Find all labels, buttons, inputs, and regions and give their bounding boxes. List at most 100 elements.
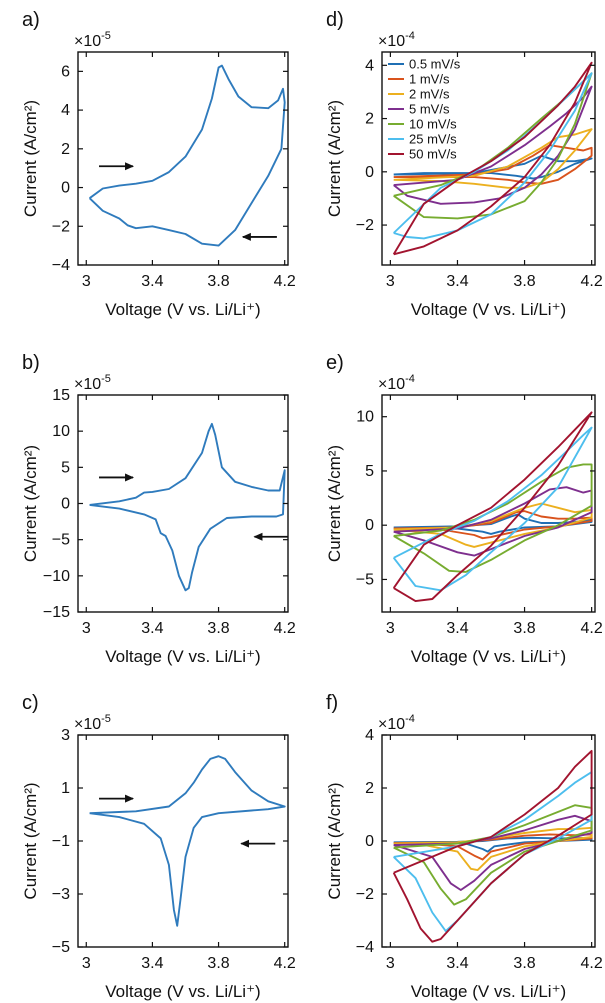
series-line-5-mV-s — [393, 85, 593, 205]
y-axis-label: Current (A/cm²) — [21, 100, 40, 217]
series-line-25-mV-s — [392, 426, 593, 592]
y-exponent: ×10-5 — [74, 30, 111, 50]
axes-frame — [77, 394, 289, 613]
plot-area — [89, 422, 286, 592]
x-tick-label: 3.4 — [446, 955, 468, 972]
series-line-1-mV-s — [393, 144, 593, 185]
y-tick-label: −5 — [356, 571, 374, 588]
series-line — [89, 755, 286, 927]
x-tick-label: 3 — [386, 620, 395, 637]
y-tick-label: 0 — [365, 517, 374, 534]
y-tick-label: 4 — [365, 57, 374, 74]
y-exponent-power: -4 — [405, 30, 415, 42]
y-axis-label: Current (A/cm²) — [325, 445, 344, 562]
y-tick-label: 4 — [61, 102, 70, 119]
y-tick-label: 6 — [61, 63, 70, 80]
y-exponent: ×10-4 — [378, 373, 415, 393]
y-exponent: ×10-4 — [378, 713, 415, 733]
x-tick-label: 3 — [82, 620, 91, 637]
legend-entry: 10 mV/s — [409, 117, 457, 132]
series-line-50-mV-s — [392, 61, 593, 256]
panel-c: 3 3.4 3.8 4.2 −5 −3 −1 1 3 c) ×10-5 Voltage (V vs. … — [21, 692, 296, 1001]
y-tick-label: −10 — [43, 568, 70, 585]
y-tick-label: 4 — [365, 727, 374, 744]
y-tick-label: 3 — [61, 727, 70, 744]
series-line-50-mV-s — [392, 411, 593, 603]
panel-d: 3 3.4 3.8 4.2 −2 0 2 4 d) ×10-4 Voltage (V vs. Li/… — [325, 9, 603, 319]
x-tick-label: 3.8 — [513, 620, 535, 637]
panel-a: 3 3.4 3.8 4.2 −4 −2 0 2 4 6 a) ×10-5 Voltage (V vs. … — [21, 9, 296, 319]
x-tick-label: 3.8 — [207, 955, 229, 972]
plot-area — [392, 61, 593, 256]
series-line — [88, 64, 286, 247]
panel-b: 3 3.4 3.8 4.2 −15 −10 −5 0 5 10 15 b) ×10-5 Voltage (… — [21, 352, 296, 666]
legend-entry: 1 mV/s — [409, 72, 450, 87]
y-tick-label: −2 — [356, 217, 374, 234]
y-tick-label: −4 — [356, 939, 374, 956]
legend-entry: 0.5 mV/s — [409, 57, 461, 72]
legend-entry: 50 mV/s — [409, 147, 457, 162]
y-tick-label: 5 — [365, 463, 374, 480]
panel-label: a) — [22, 9, 40, 31]
panel-label: f) — [326, 692, 338, 714]
x-tick-label: 3 — [386, 273, 395, 290]
y-exponent-power: -5 — [101, 713, 111, 725]
y-axis-label: Current (A/cm²) — [325, 100, 344, 217]
series-line-2-mV-s — [393, 826, 593, 872]
series-line-10-mV-s — [393, 72, 593, 220]
y-tick-label: −3 — [52, 886, 70, 903]
x-tick-label: 3 — [386, 955, 395, 972]
plot-area — [88, 64, 286, 247]
plot-area — [392, 411, 593, 603]
x-tick-label: 3 — [82, 273, 91, 290]
y-tick-label: 0 — [61, 180, 70, 197]
x-tick-label: 4.2 — [274, 955, 296, 972]
legend-entry: 25 mV/s — [409, 132, 457, 147]
panel-f: 3 3.4 3.8 4.2 −4 −2 0 2 4 f) ×10-4 Voltage (V vs. L… — [325, 692, 603, 1001]
x-axis-label: Voltage (V vs. Li/Li⁺) — [105, 982, 260, 1001]
plot-area — [89, 755, 286, 927]
panel-e: 3 3.4 3.8 4.2 −5 0 5 10 e) ×10-4 Voltage (V vs. Li… — [325, 352, 603, 666]
x-axis-label: Voltage (V vs. Li/Li⁺) — [411, 982, 566, 1001]
y-exponent: ×10-5 — [74, 713, 111, 733]
plot-area — [392, 749, 593, 943]
y-tick-label: 5 — [61, 459, 70, 476]
y-tick-label: 2 — [365, 111, 374, 128]
y-tick-label: −5 — [52, 939, 70, 956]
panel-label: e) — [326, 352, 344, 374]
y-axis-label: Current (A/cm²) — [21, 445, 40, 562]
x-tick-label: 3.4 — [446, 273, 468, 290]
series-line-2-mV-s — [393, 502, 593, 548]
x-tick-label: 3 — [82, 955, 91, 972]
x-tick-label: 4.2 — [274, 620, 296, 637]
x-tick-label: 3.4 — [141, 620, 163, 637]
axes-frame — [381, 394, 596, 613]
x-tick-label: 3.4 — [141, 273, 163, 290]
x-tick-label: 3.8 — [513, 955, 535, 972]
y-exponent-power: -4 — [405, 713, 415, 725]
y-tick-label: 15 — [52, 387, 70, 404]
y-exponent: ×10-4 — [378, 30, 415, 50]
x-tick-label: 3.8 — [207, 620, 229, 637]
series-line-2-mV-s — [393, 128, 593, 189]
axes-frame — [381, 51, 596, 266]
y-exponent-power: -4 — [405, 373, 415, 385]
y-tick-label: 10 — [52, 423, 70, 440]
y-tick-label: −2 — [52, 218, 70, 235]
legend: 0.5 mV/s1 mV/s2 mV/s5 mV/s10 mV/s25 mV/s… — [388, 57, 461, 162]
y-tick-label: 2 — [61, 141, 70, 158]
y-axis-label: Current (A/cm²) — [325, 782, 344, 899]
panel-label: d) — [326, 9, 344, 31]
y-tick-label: −15 — [43, 604, 70, 621]
series-line — [89, 422, 286, 592]
y-tick-label: 2 — [365, 780, 374, 797]
y-tick-label: 0 — [365, 164, 374, 181]
panel-label: c) — [22, 692, 39, 714]
series-line-25-mV-s — [393, 771, 593, 933]
x-tick-label: 4.2 — [581, 273, 603, 290]
x-axis-label: Voltage (V vs. Li/Li⁺) — [411, 647, 566, 666]
x-tick-label: 4.2 — [581, 620, 603, 637]
y-axis-label: Current (A/cm²) — [21, 782, 40, 899]
axes-frame — [77, 51, 289, 266]
